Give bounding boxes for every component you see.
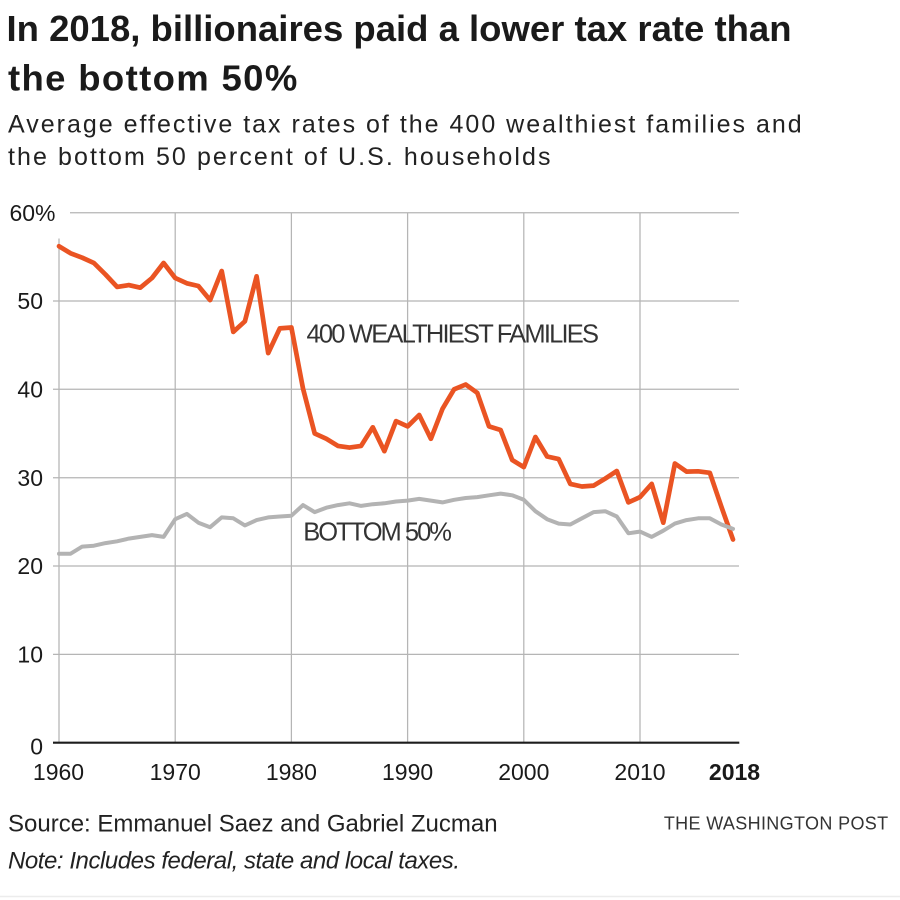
svg-text:0: 0 <box>30 734 43 760</box>
svg-text:1960: 1960 <box>33 759 84 785</box>
svg-text:30: 30 <box>17 465 43 491</box>
svg-text:1970: 1970 <box>150 759 201 785</box>
svg-text:60%: 60% <box>9 200 55 226</box>
svg-text:40: 40 <box>17 377 43 403</box>
svg-text:Average effective tax rates of: Average effective tax rates of the 400 w… <box>8 111 804 139</box>
svg-text:20: 20 <box>17 553 43 579</box>
svg-text:2010: 2010 <box>614 759 665 785</box>
svg-text:the bottom 50%: the bottom 50% <box>8 58 299 99</box>
svg-text:1980: 1980 <box>266 759 317 785</box>
svg-text:50: 50 <box>17 288 43 314</box>
svg-text:1990: 1990 <box>382 759 433 785</box>
svg-text:the bottom 50 percent of U.S.: the bottom 50 percent of U.S. households <box>8 143 553 171</box>
svg-text:10: 10 <box>17 642 43 668</box>
svg-text:2000: 2000 <box>498 759 549 785</box>
svg-text:Note: Includes federal, state: Note: Includes federal, state and local … <box>8 848 460 875</box>
svg-text:THE WASHINGTON POST: THE WASHINGTON POST <box>664 814 889 834</box>
svg-text:Source: Emmanuel Saez and Gabr: Source: Emmanuel Saez and Gabriel Zucman <box>8 811 498 838</box>
svg-text:2018: 2018 <box>709 759 760 785</box>
svg-text:BOTTOM 50%: BOTTOM 50% <box>303 519 451 547</box>
svg-text:In 2018, billionaires paid a l: In 2018, billionaires paid a lower tax r… <box>7 8 792 49</box>
svg-text:400 WEALTHIEST FAMILIES: 400 WEALTHIEST FAMILIES <box>307 321 598 349</box>
